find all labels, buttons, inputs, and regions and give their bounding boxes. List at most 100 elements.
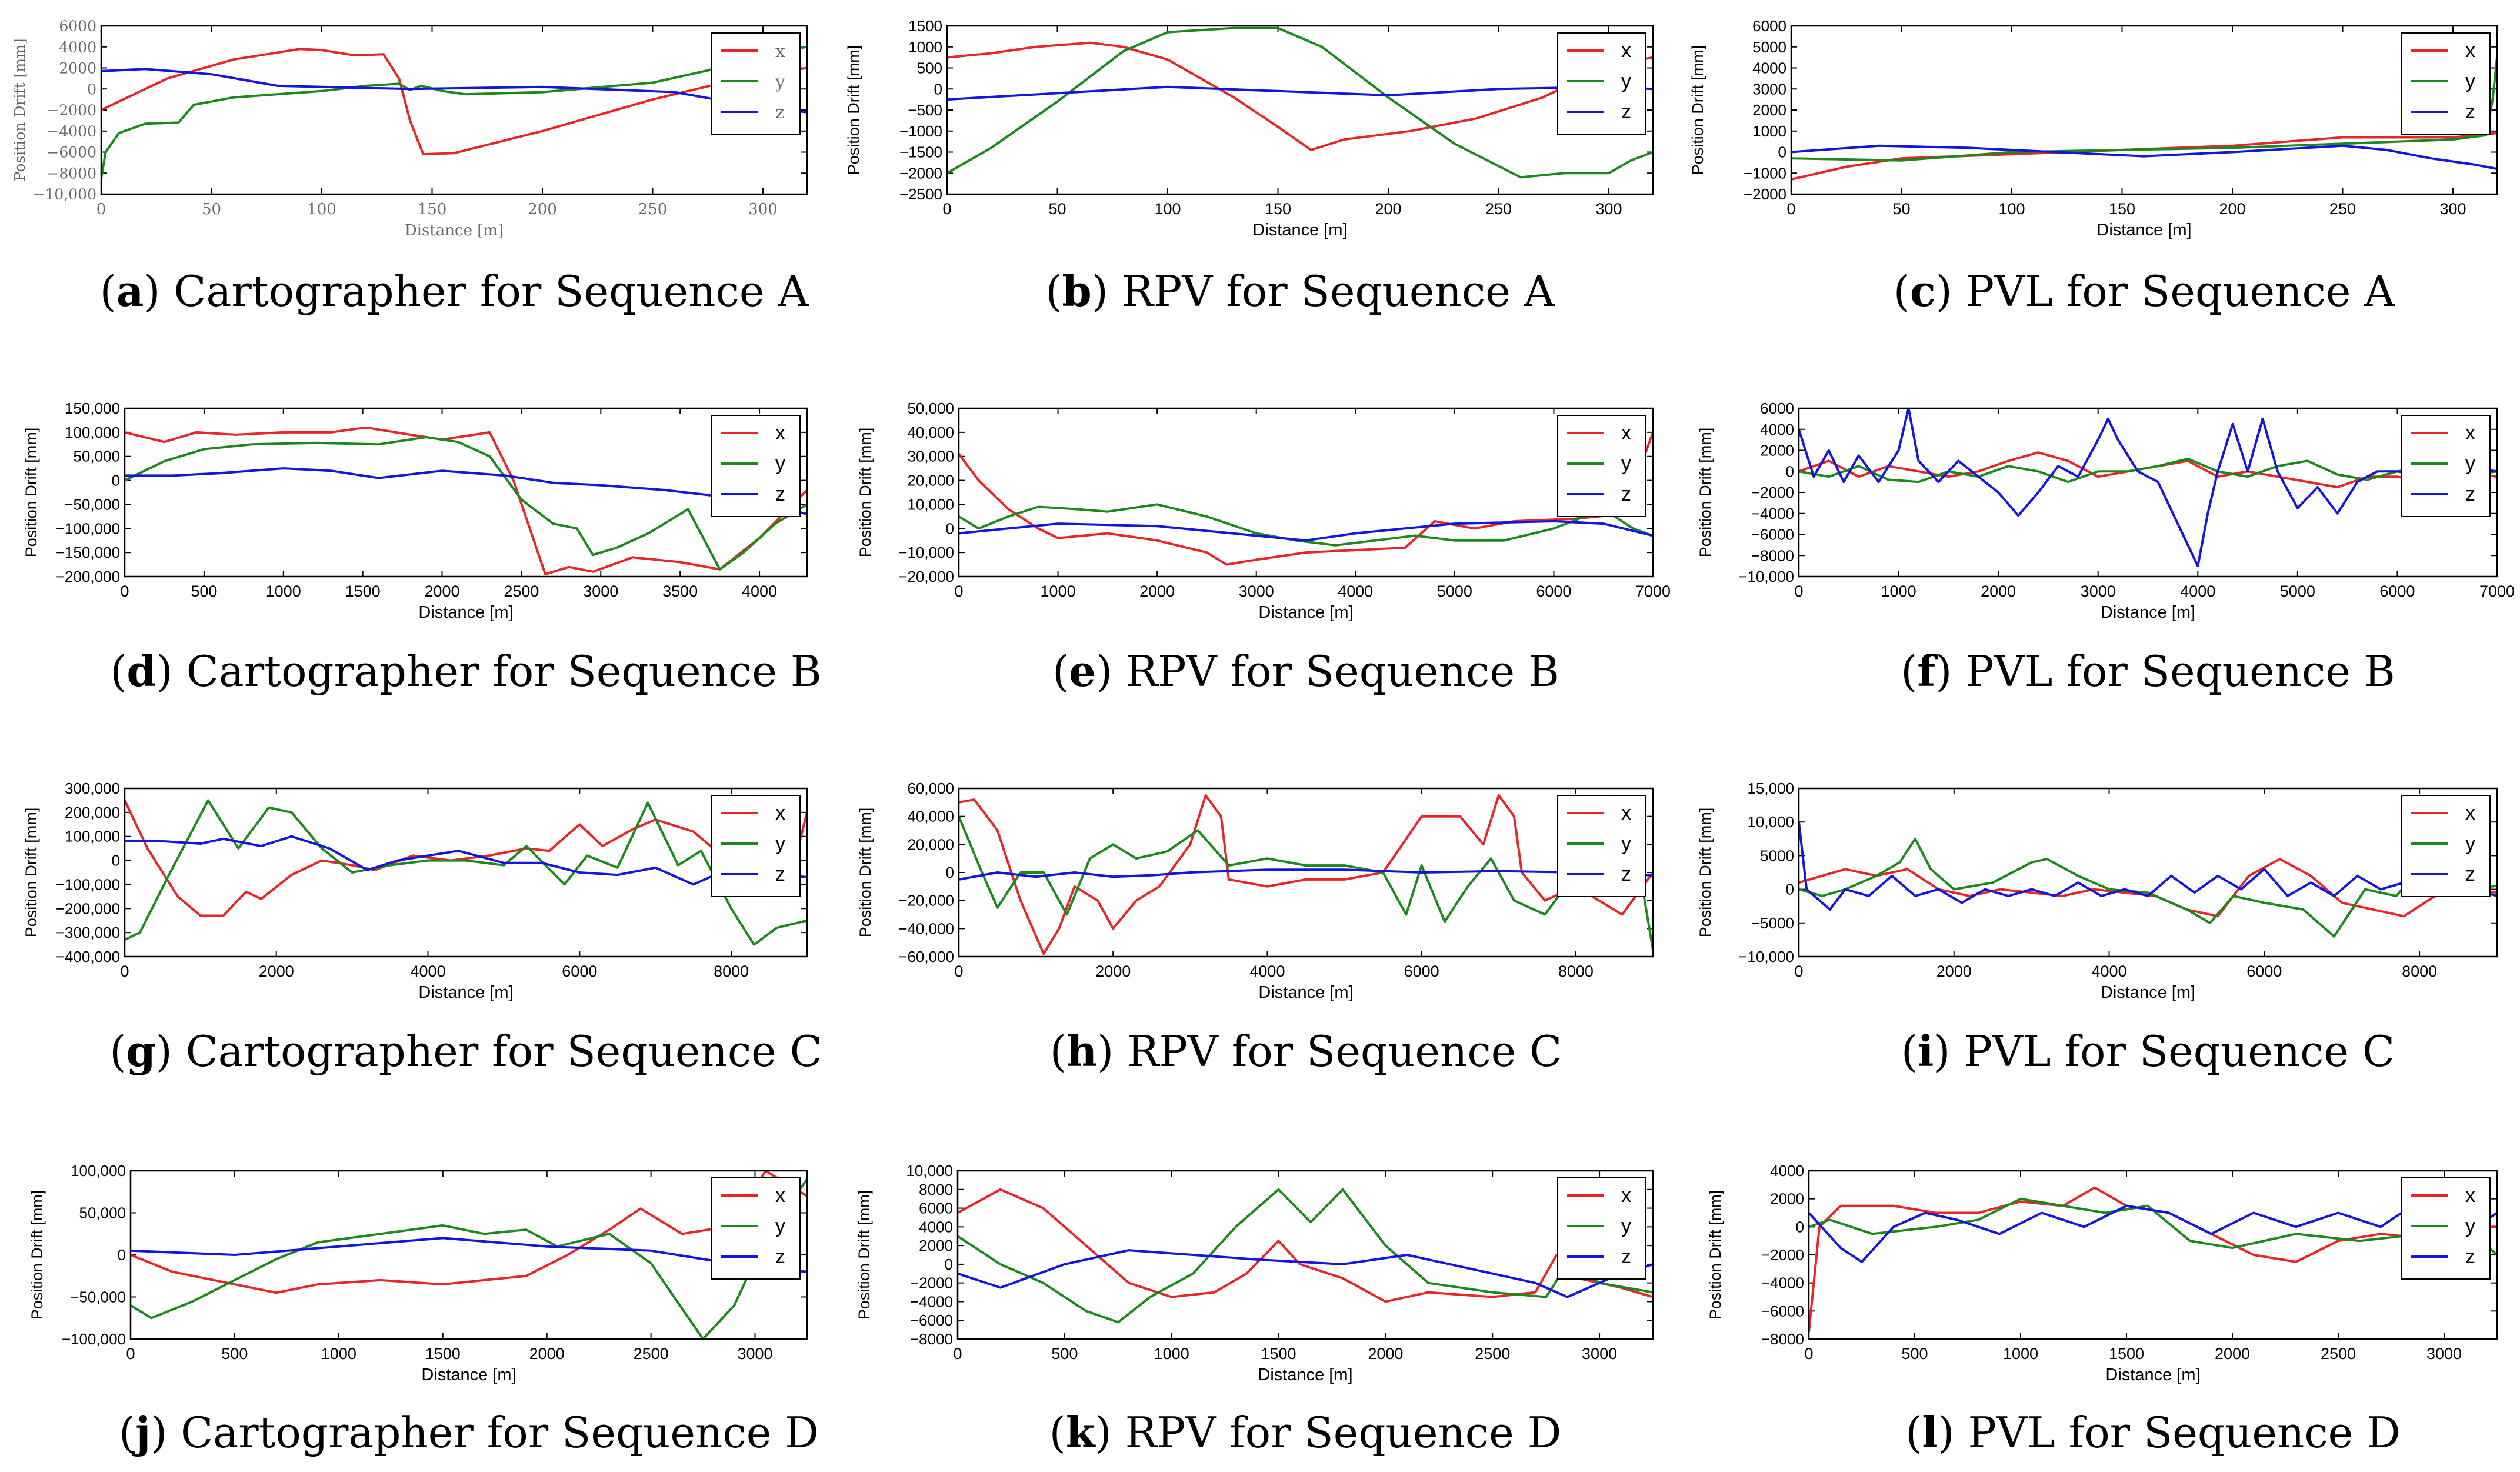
series-line-z [959, 868, 1653, 881]
x-tick-label: 150 [1265, 200, 1291, 218]
y-tick-label: 4000 [1760, 421, 1794, 438]
series-line-z [1791, 144, 2497, 171]
plot-frame [958, 787, 1654, 958]
y-tick-label: 5000 [1760, 847, 1794, 864]
chart-panel-d: 0 500 1000 1500 2000 2500 3000 3500 4000 −200,000… [22, 399, 822, 696]
x-axis-label: Distance [m] [418, 603, 513, 622]
panel-caption: (g) Cartographer for Sequence C [109, 1026, 822, 1076]
chart-panel-e: 0 1000 2000 3000 4000 5000 6000 7000 −20,000 −10,… [856, 399, 1671, 696]
x-tick-label: 3000 [583, 582, 618, 600]
panel-caption: (c) PVL for Sequence A [1894, 266, 2396, 316]
x-tick-label: 100 [307, 201, 336, 218]
x-tick-label: 300 [1595, 200, 1622, 218]
y-axis-label: Position Drift [mm] [856, 808, 874, 938]
y-tick-label: −1500 [899, 144, 942, 161]
y-tick-label: 500 [917, 59, 942, 77]
y-tick-label: 0 [946, 864, 954, 881]
x-tick-label: 4000 [411, 963, 446, 980]
legend-box [1557, 795, 1646, 897]
y-tick-label: 1000 [1752, 122, 1786, 140]
y-tick-label: 0 [118, 1246, 126, 1264]
x-axis-label: Distance [m] [2105, 1366, 2200, 1384]
x-tick-label: 200 [528, 201, 557, 218]
legend-label-z: z [1621, 483, 1631, 505]
x-tick-label: 5000 [2280, 582, 2315, 600]
y-tick-label: 2000 [59, 60, 96, 77]
x-tick-label: 3500 [662, 582, 698, 600]
x-tick-label: 6000 [1404, 963, 1439, 980]
x-tick-label: 7000 [2479, 582, 2515, 600]
x-axis-label: Distance [m] [405, 222, 504, 239]
x-axis-label: Distance [m] [1252, 221, 1347, 239]
legend-label-x: x [775, 802, 785, 824]
legend-box [2401, 795, 2491, 897]
y-tick-label: 0 [1778, 144, 1786, 161]
y-tick-label: −50,000 [70, 1288, 126, 1306]
series-line-x [101, 48, 807, 156]
y-tick-label: 30,000 [907, 448, 954, 465]
y-tick-label: 10,000 [906, 1162, 953, 1180]
chart-panel-g: 0 2000 4000 6000 8000 −400,000 −300,000 −200,00… [22, 780, 822, 1076]
y-tick-label: 150,000 [65, 399, 120, 417]
y-tick-label: 0 [1786, 881, 1794, 898]
panel-caption: (d) Cartographer for Sequence B [110, 646, 821, 696]
y-tick-label: 1000 [908, 38, 942, 56]
plot-frame [1790, 25, 2498, 195]
y-axis-label: Position Drift [mm] [1689, 45, 1706, 175]
x-tick-label: 4000 [742, 582, 777, 600]
series-line-z [958, 1249, 1653, 1298]
x-tick-label: 1500 [345, 582, 381, 600]
x-tick-label: 0 [96, 201, 106, 218]
y-tick-label: −2000 [910, 1274, 953, 1292]
x-tick-label: 0 [1794, 582, 1803, 600]
legend-box [711, 1177, 801, 1280]
y-tick-label: −4000 [46, 123, 96, 140]
x-tick-label: 0 [1794, 963, 1803, 980]
x-tick-label: 300 [2439, 200, 2466, 218]
x-axis-label: Distance [m] [2101, 983, 2195, 1002]
x-tick-label: 1000 [1041, 582, 1076, 600]
x-axis-label: Distance [m] [421, 1366, 516, 1384]
panel-caption: (j) Cartographer for Sequence D [119, 1407, 819, 1457]
x-tick-label: 2000 [529, 1345, 565, 1363]
y-tick-label: 6000 [1760, 399, 1794, 417]
chart-panel-i: 0 2000 4000 6000 8000 −10,000 −5000 0 5000 10,000… [1696, 780, 2498, 1076]
x-tick-label: 1000 [2003, 1345, 2038, 1363]
panel-caption: (h) RPV for Sequence C [1050, 1026, 1562, 1076]
x-tick-label: 6000 [2246, 963, 2282, 980]
chart-panel-h: 0 2000 4000 6000 8000 −60,000 −40,000 −20,000 0 2… [856, 780, 1654, 1076]
legend-label-z: z [775, 102, 785, 123]
y-tick-label: −500 [908, 101, 942, 119]
x-axis-label: Distance [m] [2096, 221, 2191, 239]
series-line-x [125, 426, 807, 575]
legend-label-x: x [775, 41, 785, 62]
y-tick-label: 60,000 [907, 780, 954, 797]
y-tick-label: −4000 [1761, 1274, 1804, 1292]
legend-box [1557, 1177, 1646, 1280]
x-tick-label: 8000 [2402, 963, 2437, 980]
y-tick-label: −8000 [910, 1330, 953, 1348]
x-axis-label: Distance [m] [418, 983, 513, 1002]
legend-label-x: x [2465, 1184, 2475, 1207]
y-tick-label: −10,000 [1738, 948, 1794, 965]
y-tick-label: 50,000 [907, 399, 954, 417]
y-axis-label: Position Drift [mm] [855, 1190, 873, 1320]
y-axis-label: Position Drift [mm] [11, 39, 28, 182]
legend-label-y: y [1621, 1215, 1631, 1237]
x-tick-label: 1500 [1261, 1345, 1296, 1363]
series-line-y [1799, 837, 2497, 938]
legend-label-z: z [2465, 1245, 2475, 1268]
x-tick-label: 2500 [1475, 1345, 1510, 1363]
chart-panel-k: 0 500 1000 1500 2000 2500 3000 −8000−6000−4000−… [855, 1162, 1654, 1457]
y-tick-label: 300,000 [65, 780, 120, 797]
y-tick-label: −200,000 [56, 568, 120, 585]
y-tick-label: 15,000 [1747, 780, 1794, 797]
y-tick-label: 8000 [919, 1181, 953, 1198]
legend-label-x: x [2465, 802, 2475, 824]
y-tick-label: 40,000 [907, 808, 954, 825]
legend-label-y: y [775, 452, 785, 475]
y-tick-label: −2000 [1744, 185, 1786, 203]
series-line-y [1799, 457, 2497, 484]
series-line-z [959, 520, 1653, 542]
